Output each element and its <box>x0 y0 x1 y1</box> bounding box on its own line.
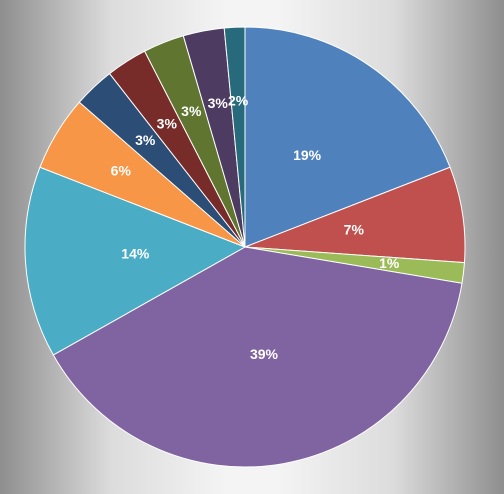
slice-percent-label: 7% <box>344 221 365 237</box>
pie-slice <box>52 246 463 468</box>
slice-percent-label: 3% <box>181 103 202 119</box>
slice-percent-label: 1% <box>379 255 400 271</box>
pie-slices <box>24 26 466 468</box>
slice-percent-label: 3% <box>208 95 229 111</box>
slice-percent-label: 6% <box>111 163 132 179</box>
slice-percent-label: 3% <box>157 115 178 131</box>
pie-slice <box>244 26 451 248</box>
slice-percent-label: 19% <box>293 147 322 163</box>
pie-slice <box>223 26 246 248</box>
slice-percent-label: 39% <box>250 346 279 362</box>
pie-slice <box>24 166 247 356</box>
slice-percent-label: 2% <box>228 93 249 109</box>
slice-percent-label: 14% <box>121 246 150 262</box>
slice-percent-label: 3% <box>135 132 156 148</box>
pie-labels: 19%7%1%39%14%6%3%3%3% 3% 2% <box>111 93 400 362</box>
